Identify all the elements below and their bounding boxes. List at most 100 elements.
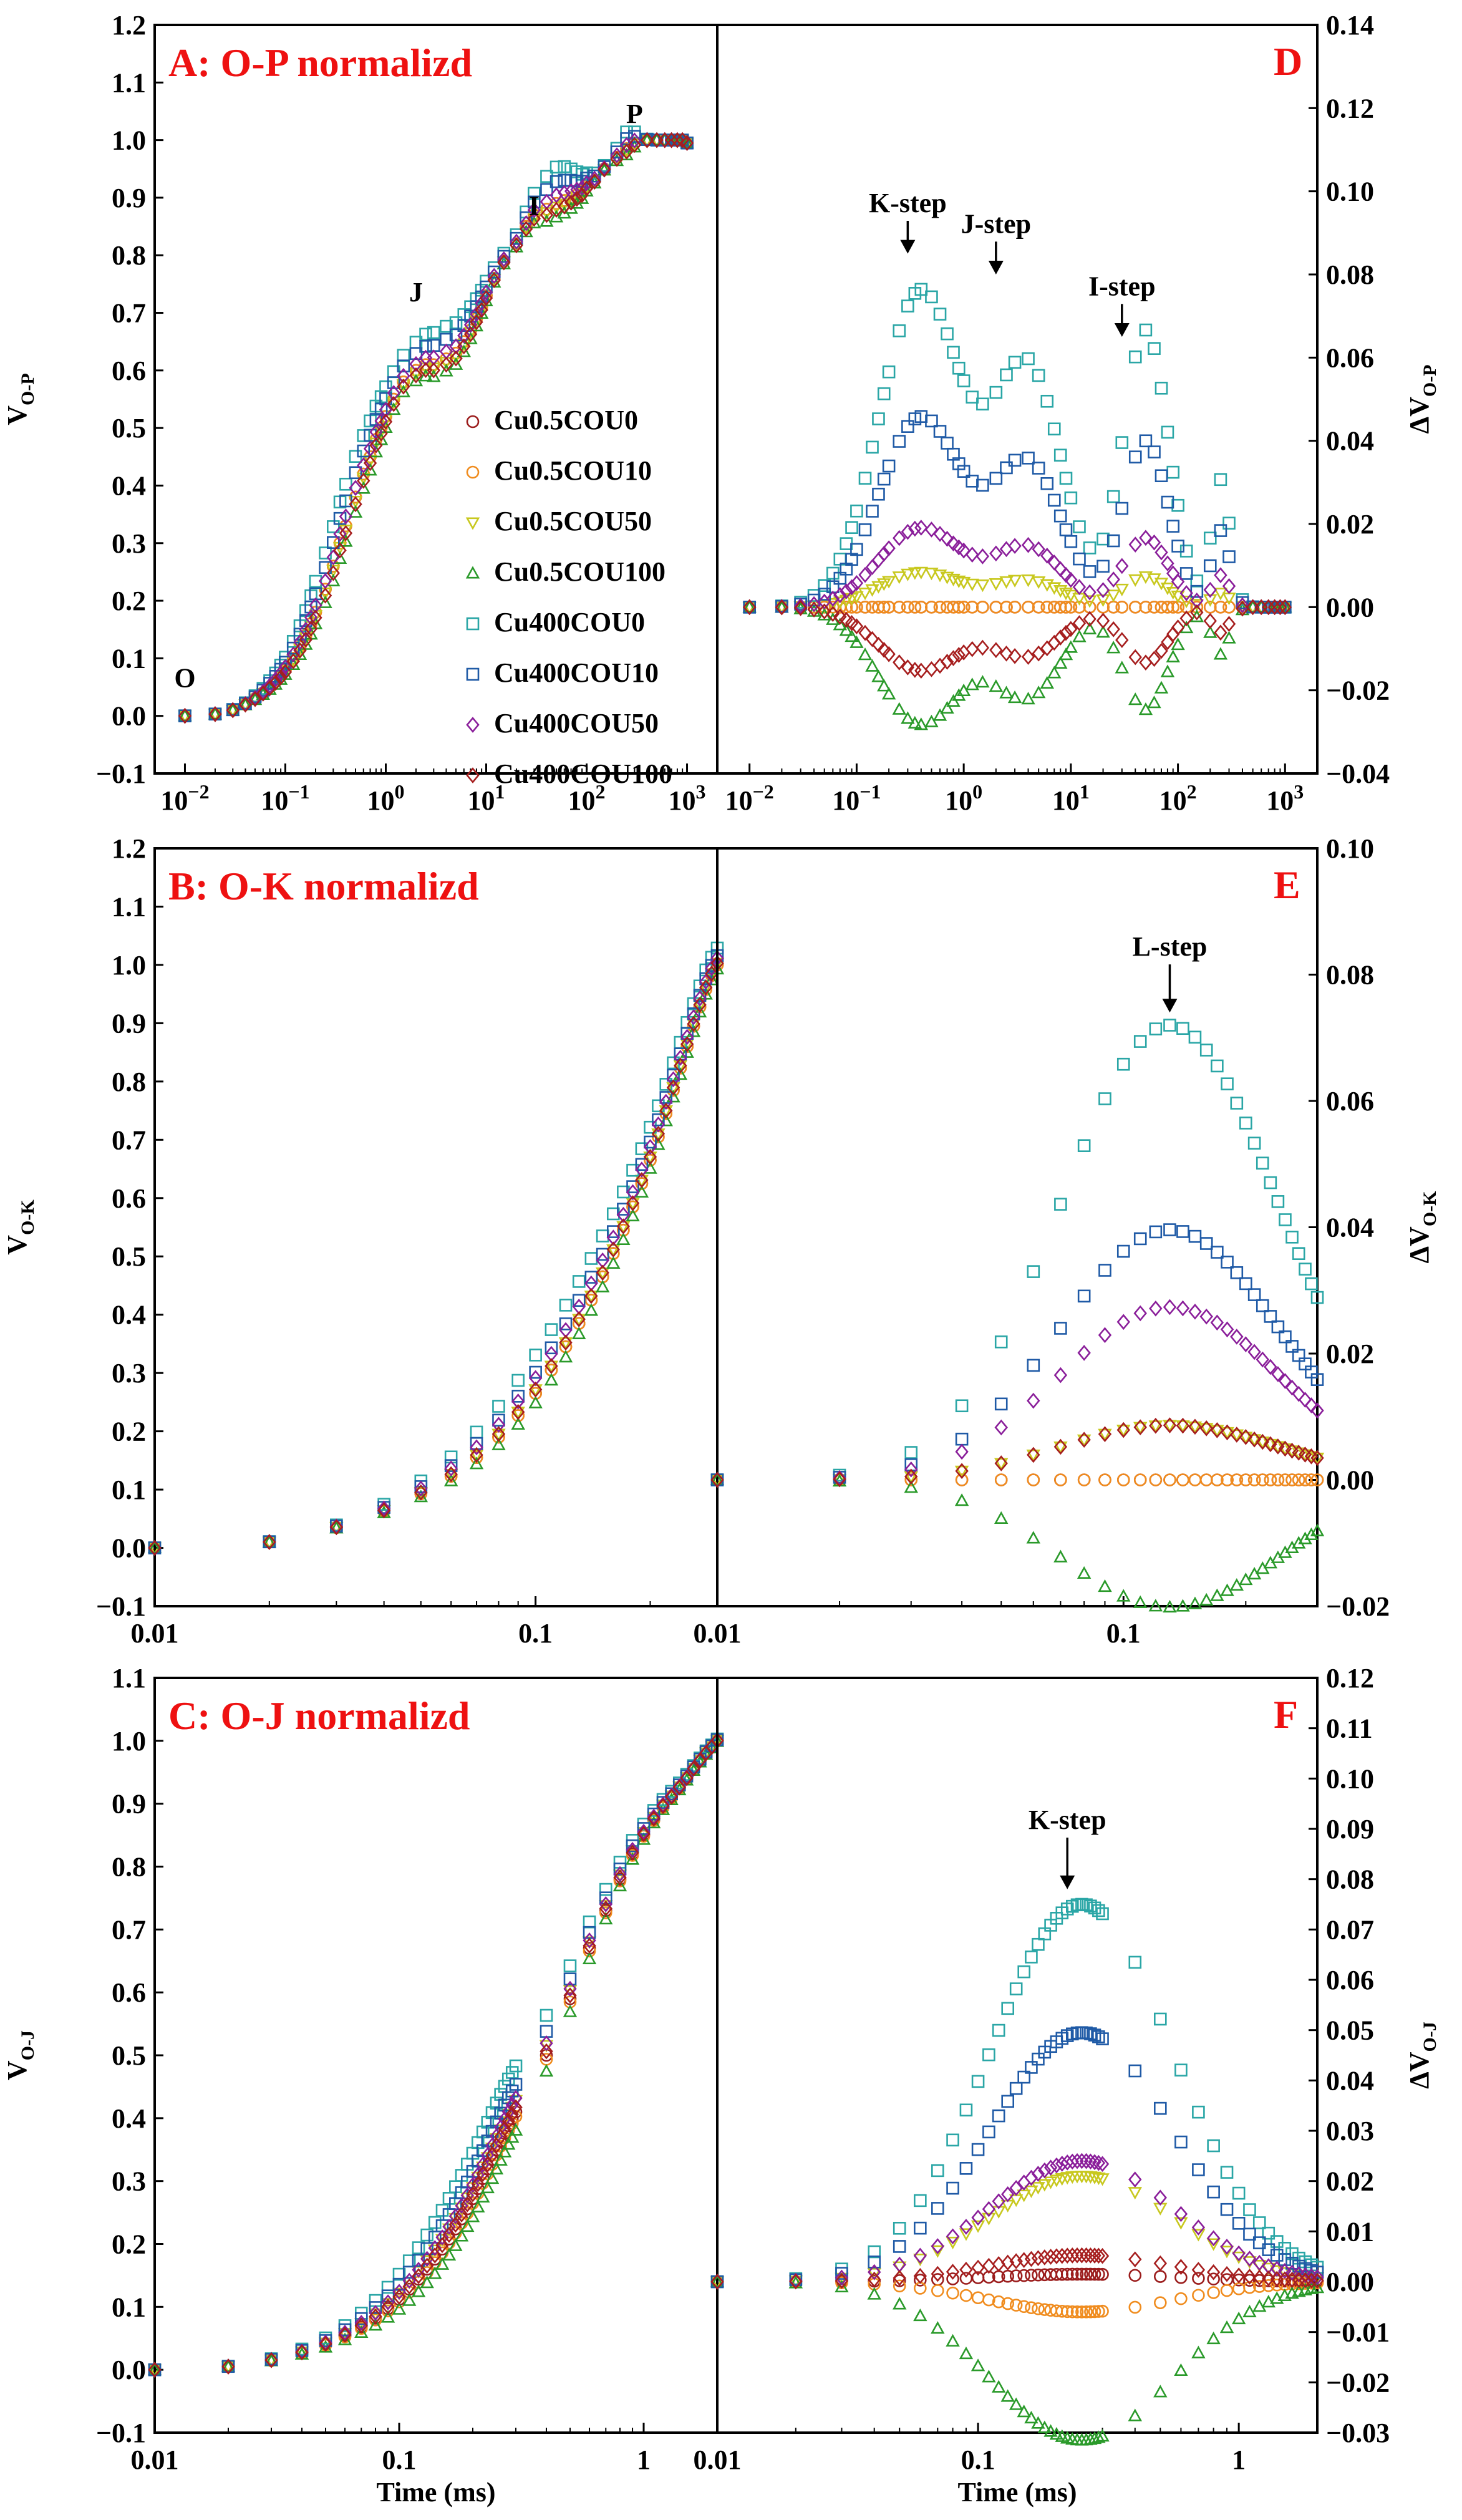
point-Cu0.5COU100 — [485, 2171, 500, 2184]
point-Cu0.5COU100 — [686, 1024, 701, 1037]
point-Cu0.5COU100 — [460, 2219, 475, 2232]
y-tick-label: 0.09 — [1326, 1814, 1374, 1844]
data-points — [710, 1897, 1325, 2446]
point-Cu0.5COU100 — [1095, 2429, 1110, 2442]
point-Cu0.5COU10 — [354, 2322, 368, 2335]
point-Cu0.5COU10 — [1096, 2304, 1109, 2318]
point-Cu0.5COU10 — [1279, 1473, 1292, 1486]
x-tick-label: 0.1 — [382, 2445, 416, 2475]
y-tick-label: 0.10 — [1326, 177, 1374, 207]
point-Cu400COU100 — [882, 646, 896, 662]
point-Cu400COU100 — [999, 645, 1014, 662]
point-Cu0.5COU10 — [971, 2291, 985, 2304]
point-Cu400COU0 — [868, 2245, 881, 2259]
point-Cu400COU50 — [588, 170, 601, 187]
point-Cu400COU10 — [1077, 1289, 1091, 1303]
point-Cu400COU100 — [326, 565, 340, 581]
point-Cu400COU100 — [610, 151, 624, 167]
point-Cu400COU50 — [940, 530, 954, 547]
point-Cu0.5COU10 — [872, 601, 885, 614]
point-Cu400COU100 — [833, 608, 847, 625]
point-Cu0.5COU100 — [1219, 2320, 1234, 2333]
point-Cu400COU10 — [687, 1007, 700, 1020]
point-Cu400COU50 — [1285, 1379, 1299, 1396]
point-Cu0.5COU100 — [959, 2346, 974, 2360]
point-Cu400COU100 — [475, 302, 488, 318]
point-Cu400COU0 — [1203, 531, 1217, 545]
point-Cu0.5COU10 — [1059, 601, 1073, 614]
point-Cu400COU10 — [994, 1397, 1008, 1411]
point-Cu400COU0 — [882, 365, 896, 379]
point-Cu0.5COU100 — [491, 1437, 506, 1450]
point-Cu400COU10 — [1292, 2259, 1305, 2273]
point-Cu0.5COU0 — [563, 1992, 577, 2005]
point-Cu400COU0 — [1116, 1057, 1130, 1071]
point-Cu0.5COU50 — [1220, 1427, 1234, 1440]
point-Cu0.5COU100 — [904, 1480, 918, 1493]
point-Cu400COU10 — [1232, 2217, 1246, 2230]
x-tick-label: 0.1 — [961, 2445, 995, 2475]
point-Cu400COU10 — [1310, 2266, 1324, 2279]
point-Cu400COU50 — [904, 1461, 918, 1478]
point-Cu0.5COU50 — [1128, 574, 1143, 587]
point-Cu400COU10 — [1166, 520, 1180, 533]
point-Cu400COU50 — [338, 2325, 352, 2341]
point-Cu400COU50 — [1065, 2153, 1079, 2170]
point-Cu400COU0 — [1001, 2002, 1015, 2015]
point-Cu0.5COU100 — [636, 1832, 651, 1845]
point-Cu0.5COU100 — [1040, 676, 1054, 689]
y-tick-label: 0.4 — [112, 470, 146, 501]
point-Cu400COU100 — [1264, 1436, 1277, 1453]
point-Cu0.5COU50 — [1219, 2246, 1234, 2259]
point-Cu0.5COU10 — [1128, 2300, 1142, 2314]
point-Cu400COU100 — [1128, 2251, 1142, 2267]
point-Cu0.5COU50 — [946, 2236, 960, 2250]
point-Cu400COU100 — [583, 1937, 596, 1954]
point-Cu400COU0 — [1221, 1077, 1234, 1090]
point-Cu0.5COU0 — [914, 2274, 927, 2287]
point-Cu400COU10 — [1211, 1246, 1224, 1259]
point-Cu400COU0 — [559, 1299, 573, 1312]
point-Cu400COU50 — [326, 549, 340, 566]
point-Cu400COU10 — [647, 1807, 661, 1821]
point-Cu0.5COU100 — [435, 2257, 450, 2270]
legend-marker-Cu0.5COU50 — [465, 517, 480, 530]
point-Cu400COU0 — [877, 387, 891, 400]
point-Cu400COU100 — [357, 472, 370, 489]
point-Cu400COU10 — [966, 474, 979, 488]
point-Cu400COU100 — [1188, 1418, 1202, 1435]
point-Cu0.5COU50 — [1047, 582, 1062, 595]
point-Cu0.5COU100 — [946, 2333, 960, 2347]
point-Cu0.5COU100 — [710, 2274, 725, 2287]
point-Cu400COU50 — [1040, 547, 1054, 564]
point-Cu400COU10 — [1040, 477, 1054, 490]
point-Cu400COU0 — [1247, 1136, 1261, 1150]
point-Cu0.5COU10 — [583, 1944, 596, 1958]
point-Cu400COU50 — [349, 480, 362, 497]
x-tick-label: 0.01 — [131, 2445, 179, 2475]
point-Cu400COU100 — [693, 1752, 707, 1769]
point-Cu400COU10 — [1088, 2028, 1101, 2042]
point-Cu400COU10 — [1047, 493, 1061, 507]
point-Cu400COU50 — [1304, 1397, 1319, 1413]
point-Cu400COU50 — [1083, 2153, 1098, 2170]
point-Cu400COU0 — [485, 2106, 499, 2120]
x-tick-label: 102 — [1159, 780, 1197, 816]
point-Cu400COU50 — [989, 545, 1003, 562]
y-tick-label: 0.1 — [112, 2292, 146, 2322]
point-Cu0.5COU100 — [956, 683, 971, 697]
y-tick-label: 0.9 — [112, 183, 146, 213]
legend-marker-Cu400COU50 — [466, 717, 480, 733]
y-tick-label: 0.00 — [1326, 2267, 1374, 2297]
point-Cu400COU10 — [652, 1113, 665, 1127]
y-tick-label: −0.1 — [96, 2418, 146, 2448]
point-Cu400COU100 — [1095, 2247, 1110, 2264]
point-Cu0.5COU10 — [680, 1040, 694, 1054]
y-tick-label: 0.3 — [112, 528, 146, 559]
point-Cu0.5COU100 — [845, 629, 859, 642]
point-Cu400COU50 — [1191, 2219, 1206, 2236]
point-Cu400COU50 — [1310, 2269, 1324, 2285]
point-Cu400COU0 — [635, 1142, 649, 1155]
point-Cu400COU0 — [1098, 1092, 1111, 1105]
point-Cu400COU0 — [1149, 1022, 1163, 1035]
